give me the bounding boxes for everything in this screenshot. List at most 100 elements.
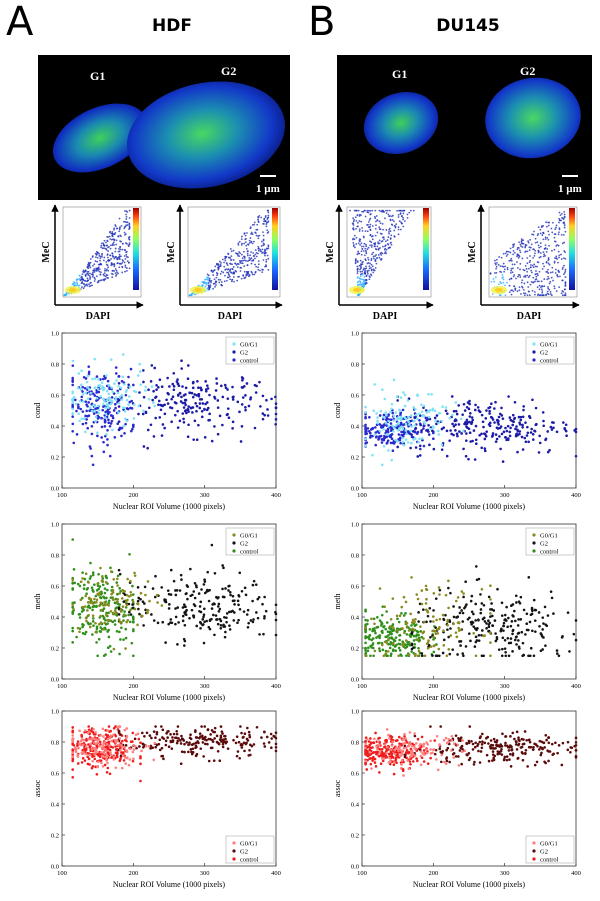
data-point: [208, 588, 211, 592]
data-point: [111, 416, 115, 420]
data-point: [121, 406, 125, 409]
data-point: [458, 430, 461, 433]
data-point: [176, 409, 179, 413]
data-point: [106, 754, 109, 757]
data-point: [429, 636, 432, 639]
data-point: [167, 745, 171, 749]
data-point: [117, 743, 120, 747]
data-point: [364, 618, 367, 622]
data-point: [548, 750, 552, 753]
data-point: [488, 409, 491, 413]
data-point: [193, 419, 197, 423]
data-point: [102, 654, 106, 658]
legend-entry: control: [540, 856, 559, 863]
data-point: [142, 380, 145, 384]
data-point: [437, 586, 441, 589]
data-point: [123, 410, 127, 413]
data-point: [100, 381, 104, 384]
data-point: [215, 377, 218, 380]
data-point: [391, 411, 395, 415]
data-point: [75, 635, 78, 639]
data-point: [429, 752, 433, 755]
data-point: [465, 405, 469, 409]
data-point: [541, 648, 544, 651]
data-point: [127, 375, 130, 379]
data-point: [412, 634, 416, 638]
data-point: [539, 632, 543, 635]
data-point: [120, 620, 123, 624]
data-point: [109, 734, 113, 737]
data-point: [513, 638, 517, 642]
data-point: [197, 592, 201, 595]
data-point: [373, 433, 377, 436]
data-point: [110, 739, 113, 743]
data-point: [396, 617, 399, 621]
y-tick-label: 0.2: [51, 646, 59, 653]
data-point: [91, 377, 94, 381]
data-point: [425, 620, 428, 624]
data-point: [179, 762, 183, 766]
data-point: [471, 439, 474, 443]
data-point: [496, 418, 499, 422]
data-point: [261, 394, 265, 398]
data-point: [489, 641, 492, 644]
data-point: [158, 416, 162, 419]
data-point: [97, 378, 100, 381]
data-point: [521, 425, 524, 429]
data-point: [508, 758, 511, 761]
data-point: [416, 597, 420, 601]
data-point: [533, 763, 537, 767]
data-point: [163, 403, 166, 407]
data-point: [78, 419, 81, 423]
data-point: [442, 638, 446, 642]
series-control: [71, 364, 135, 467]
data-point: [432, 650, 436, 654]
data-point: [467, 457, 470, 461]
data-point: [107, 611, 110, 615]
data-point: [162, 737, 166, 740]
data-point: [369, 436, 372, 439]
x-tick-label: 200: [428, 870, 438, 877]
data-point: [385, 435, 389, 439]
data-point: [402, 760, 405, 764]
data-point: [480, 732, 484, 736]
data-point: [414, 742, 418, 745]
data-point: [474, 602, 477, 606]
data-point: [129, 747, 132, 751]
data-point: [176, 725, 180, 728]
x-tick-label: 200: [128, 683, 138, 690]
data-point: [151, 401, 155, 404]
data-point: [471, 742, 475, 746]
data-point: [155, 388, 158, 391]
legend-marker: [232, 342, 236, 346]
data-point: [248, 743, 252, 747]
data-point: [143, 734, 146, 738]
data-point: [489, 739, 493, 742]
data-point: [468, 415, 472, 418]
data-point: [144, 593, 147, 597]
data-point: [569, 746, 573, 749]
data-point: [404, 438, 408, 441]
data-point: [380, 437, 384, 441]
data-point: [531, 432, 535, 436]
data-point: [144, 608, 147, 612]
data-point: [500, 745, 504, 748]
data-point: [200, 415, 204, 419]
data-point: [399, 412, 402, 415]
data-point: [71, 412, 74, 416]
data-point: [417, 646, 420, 650]
data-point: [99, 566, 102, 570]
data-point: [221, 595, 225, 599]
data-point: [484, 433, 487, 436]
data-point: [500, 654, 504, 658]
data-point: [555, 430, 559, 434]
data-point: [111, 414, 114, 418]
data-point: [531, 438, 535, 441]
data-point: [386, 429, 390, 433]
data-point: [366, 758, 369, 762]
y-axis-label: meth: [33, 594, 42, 610]
data-point: [506, 424, 510, 428]
data-point: [437, 647, 441, 651]
data-point: [120, 394, 124, 397]
data-point: [364, 428, 367, 431]
